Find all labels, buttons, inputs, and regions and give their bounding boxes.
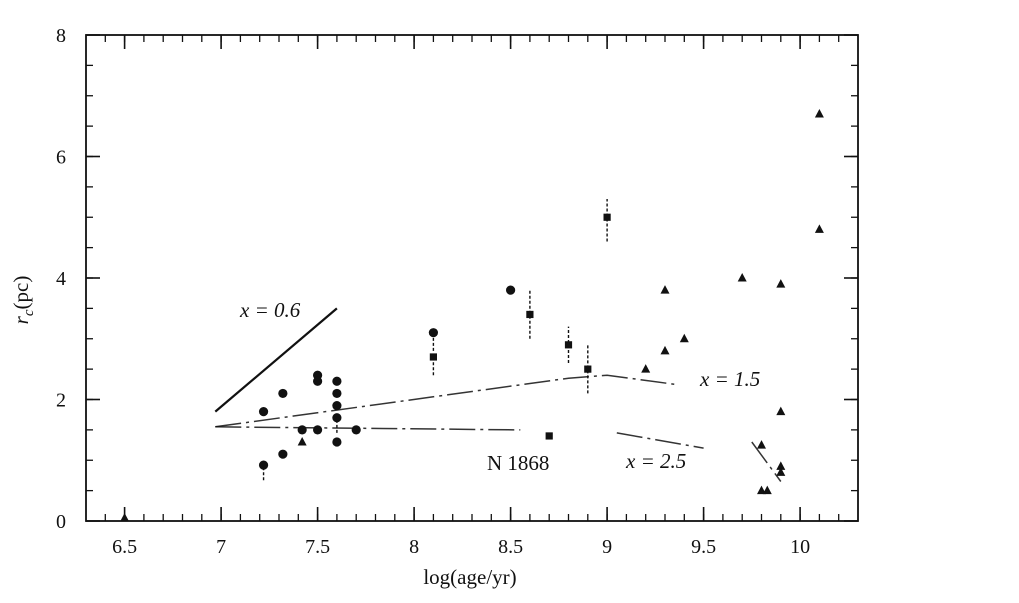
triangle-marker xyxy=(120,512,130,522)
circle-marker xyxy=(332,388,342,399)
model-line xyxy=(214,307,338,413)
x-tick-label: 10 xyxy=(790,536,810,558)
square-marker xyxy=(603,213,611,221)
circle-marker xyxy=(278,449,288,459)
x-tick-label: 8.5 xyxy=(498,536,523,558)
square-marker xyxy=(526,310,534,319)
circle-marker xyxy=(258,460,269,470)
x-tick-label: 9 xyxy=(602,536,612,558)
x-tick-label: 7 xyxy=(216,536,226,558)
triangle-marker xyxy=(776,461,786,470)
triangle-marker xyxy=(814,108,824,118)
y-tick-label: 6 xyxy=(56,147,66,169)
annotation-n1868: N 1868 xyxy=(487,451,549,475)
y-tick-label: 0 xyxy=(56,511,66,533)
square-marker xyxy=(584,365,592,373)
triangle-marker xyxy=(297,437,307,446)
triangle-marker xyxy=(737,273,747,282)
model-line xyxy=(751,441,782,482)
triangle-marker xyxy=(660,345,670,355)
square-marker xyxy=(545,432,553,440)
circle-marker xyxy=(332,413,342,423)
triangle-marker xyxy=(814,224,824,233)
x-tick-label: 8 xyxy=(409,536,419,558)
y-tick-labels: 0 2 4 6 8 xyxy=(56,25,66,533)
circle-marker xyxy=(313,425,323,435)
circle-marker xyxy=(258,407,269,417)
x-axis-label: log(age/yr) xyxy=(423,565,516,589)
triangle-marker xyxy=(776,406,786,416)
circle-marker xyxy=(506,285,516,295)
circle-marker xyxy=(428,328,438,338)
circle-marker xyxy=(297,425,307,435)
y-axis-label-subscript: c xyxy=(21,309,37,316)
triangle-marker xyxy=(757,440,766,449)
x-tick-label: 9.5 xyxy=(691,536,716,558)
model-line xyxy=(215,374,675,428)
y-axis-label-symbol: r xyxy=(9,315,33,324)
square-marker xyxy=(429,353,437,361)
triangle-marker xyxy=(679,333,689,343)
triangle-marker xyxy=(776,279,786,288)
triangle-marker xyxy=(762,485,772,495)
circle-marker xyxy=(278,388,288,399)
y-axis-label-unit: (pc) xyxy=(9,276,33,310)
circle-marker xyxy=(332,437,342,447)
y-tick-label: 2 xyxy=(56,390,66,412)
y-axis-label: rc(pc) xyxy=(9,276,37,325)
triangle-marker xyxy=(776,467,786,476)
y-tick-label: 8 xyxy=(56,25,66,47)
y-tick-label: 4 xyxy=(56,268,66,290)
x-tick-label: 7.5 xyxy=(305,536,330,558)
circle-marker xyxy=(332,400,342,411)
triangle-marker xyxy=(641,364,651,373)
square-marker xyxy=(564,341,573,349)
data-markers xyxy=(120,108,824,522)
triangle-marker xyxy=(757,485,766,495)
model-line xyxy=(215,426,521,431)
circle-marker xyxy=(313,376,323,386)
triangle-marker xyxy=(660,285,670,294)
model-line xyxy=(616,432,704,449)
annotation-x25: x = 2.5 xyxy=(625,449,686,473)
x-tick-label: 6.5 xyxy=(112,536,137,558)
x-tick-labels: 6.5 7 7.5 8 8.5 9 9.5 10 xyxy=(112,536,810,558)
annotation-x15: x = 1.5 xyxy=(699,367,760,391)
annotation-x06: x = 0.6 xyxy=(239,298,301,322)
circle-marker xyxy=(351,425,361,435)
circle-marker xyxy=(332,376,342,386)
